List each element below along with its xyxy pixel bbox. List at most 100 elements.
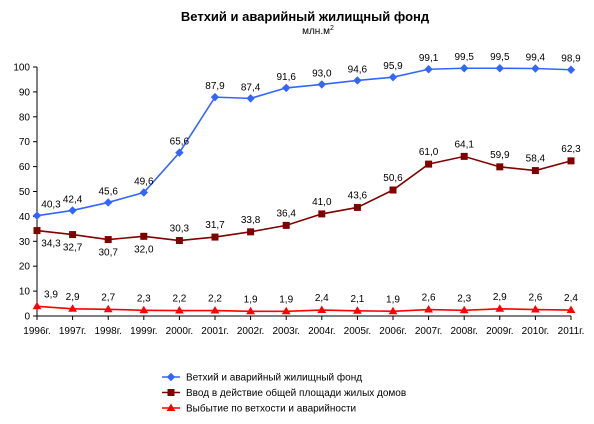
x-tick-label: 2000г. bbox=[166, 326, 193, 337]
data-point bbox=[424, 305, 433, 313]
x-tick-label: 2011г. bbox=[558, 326, 585, 337]
data-point bbox=[353, 306, 362, 314]
data-label: 64,1 bbox=[454, 139, 474, 150]
data-label: 1,9 bbox=[279, 294, 293, 305]
data-point bbox=[281, 83, 291, 93]
data-label: 58,4 bbox=[526, 154, 546, 165]
data-point bbox=[425, 160, 433, 168]
series-1 bbox=[32, 64, 576, 220]
x-tick-label: 2003г. bbox=[272, 326, 299, 337]
chart-subtitle: млн.м2 bbox=[302, 25, 334, 37]
data-point bbox=[68, 206, 77, 215]
data-label: 87,9 bbox=[205, 81, 225, 92]
data-label: 99,5 bbox=[490, 52, 510, 63]
x-tick-label: 1996г. bbox=[23, 326, 50, 337]
data-label: 49,6 bbox=[134, 176, 154, 187]
data-point bbox=[460, 152, 468, 160]
data-point bbox=[459, 64, 469, 73]
y-tick-label: 90 bbox=[19, 87, 31, 98]
series-line bbox=[36, 305, 572, 313]
data-point bbox=[496, 163, 504, 171]
x-tick-label: 2004г. bbox=[308, 326, 335, 337]
legend-marker bbox=[166, 403, 176, 411]
data-label: 99,4 bbox=[526, 52, 546, 63]
data-point bbox=[531, 167, 539, 175]
data-point bbox=[103, 304, 113, 313]
data-point bbox=[317, 80, 327, 89]
data-point bbox=[32, 301, 42, 310]
data-point bbox=[33, 227, 41, 235]
axes: 0 10 20 30 40 50 60 70 80 90 100 1996г. 1997г. 1998г.… bbox=[13, 63, 584, 338]
data-label: 98,9 bbox=[561, 54, 581, 65]
data-label: 2,2 bbox=[208, 294, 222, 305]
x-tick-label: 2002г. bbox=[237, 326, 264, 337]
x-tick-label: 2006г. bbox=[379, 326, 406, 337]
y-tick-label: 80 bbox=[19, 112, 31, 123]
data-label: 2,9 bbox=[493, 292, 507, 303]
legend: Ветхий и аварийный жилищный фонд Ввод в д… bbox=[162, 372, 406, 415]
data-label: 2,1 bbox=[350, 294, 364, 305]
data-label: 3,9 bbox=[44, 289, 58, 300]
data-point bbox=[566, 305, 576, 314]
data-point bbox=[566, 65, 576, 74]
legend-label: Ввод в действие общей площади жилых домо… bbox=[186, 387, 406, 399]
legend-item: Ввод в действие общей площади жилых домо… bbox=[162, 387, 406, 399]
data-point bbox=[531, 305, 540, 313]
data-label: 34,3 bbox=[41, 239, 61, 250]
data-label: 2,3 bbox=[457, 293, 471, 304]
series-layer bbox=[32, 64, 576, 315]
x-tick-label: 2001г. bbox=[201, 326, 228, 337]
chart-title: Ветхий и аварийный жилищный фонд bbox=[181, 9, 430, 24]
data-label: 61,0 bbox=[419, 147, 439, 158]
data-point bbox=[282, 221, 290, 229]
data-point bbox=[567, 157, 575, 165]
data-label: 65,6 bbox=[170, 137, 190, 148]
data-label: 30,3 bbox=[170, 224, 190, 235]
data-point bbox=[531, 64, 540, 73]
data-point bbox=[246, 306, 255, 315]
legend-item: Ветхий и аварийный жилищный фонд bbox=[162, 372, 362, 384]
x-tick-label: 1997г. bbox=[59, 326, 86, 337]
data-label: 33,8 bbox=[241, 215, 261, 226]
data-point bbox=[495, 304, 505, 312]
data-point bbox=[103, 198, 113, 207]
data-label: 1,9 bbox=[244, 294, 258, 305]
data-label: 91,6 bbox=[276, 72, 296, 83]
data-label: 31,7 bbox=[205, 220, 225, 231]
y-tick-label: 100 bbox=[13, 63, 30, 74]
x-tick-label: 2005г. bbox=[344, 326, 371, 337]
y-tick-label: 50 bbox=[19, 187, 31, 198]
data-point bbox=[388, 306, 398, 315]
data-labels: 40,3 42,4 45,6 49,6 65,6 87,9 87,4 91,6 93,0 94,6… bbox=[41, 52, 581, 305]
y-tick-label: 30 bbox=[19, 237, 31, 248]
data-point bbox=[32, 211, 42, 220]
x-tick-label: 1999г. bbox=[130, 326, 157, 337]
y-tick-label: 20 bbox=[19, 262, 31, 273]
data-label: 94,6 bbox=[348, 64, 368, 75]
data-label: 62,3 bbox=[561, 144, 581, 155]
data-label: 41,0 bbox=[312, 197, 332, 208]
x-tick-label: 2009г. bbox=[486, 326, 513, 337]
data-point bbox=[69, 231, 77, 239]
legend-item: Выбытие по ветхости и аварийности bbox=[162, 403, 356, 415]
data-label: 2,7 bbox=[101, 292, 115, 303]
data-point bbox=[139, 188, 149, 197]
x-tick-label: 2007г. bbox=[415, 326, 442, 337]
data-label: 59,9 bbox=[490, 150, 510, 161]
data-label: 95,9 bbox=[383, 61, 403, 72]
data-label: 2,4 bbox=[315, 293, 329, 304]
data-point bbox=[68, 304, 77, 312]
data-point bbox=[424, 65, 433, 74]
data-point bbox=[495, 64, 505, 73]
data-label: 50,6 bbox=[383, 173, 403, 184]
series-2 bbox=[33, 152, 575, 245]
x-tick-label: 2008г. bbox=[450, 326, 477, 337]
data-label: 43,6 bbox=[348, 190, 368, 201]
data-label: 99,5 bbox=[454, 52, 474, 63]
data-label: 2,6 bbox=[422, 293, 436, 304]
data-label: 32,7 bbox=[63, 243, 83, 254]
data-point bbox=[247, 228, 255, 236]
legend-marker bbox=[166, 372, 176, 382]
data-point bbox=[175, 237, 183, 245]
